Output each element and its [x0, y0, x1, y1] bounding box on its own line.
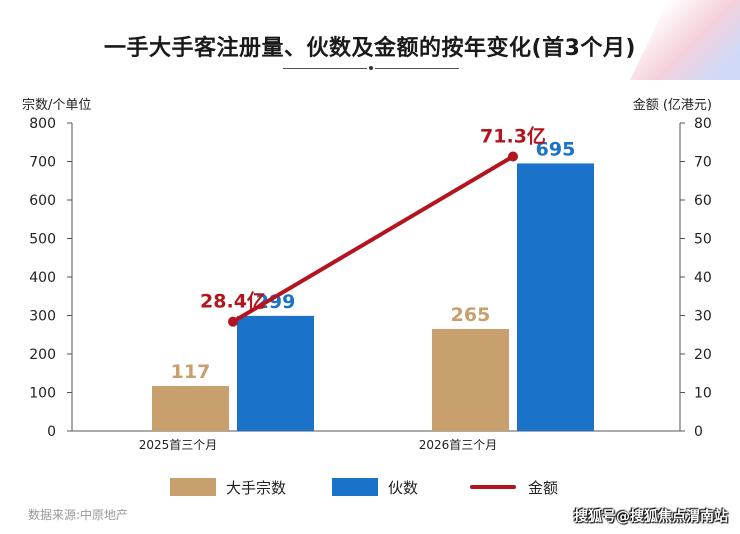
x-tick-label: 2026首三个月	[419, 438, 498, 452]
y-left-tick-label: 600	[29, 193, 56, 209]
bar-count	[152, 385, 229, 431]
bar-value-label: 299	[256, 291, 296, 313]
bar-value-label: 695	[536, 138, 576, 160]
title-divider-dot	[369, 66, 373, 70]
y-right-tick-label: 0	[694, 424, 703, 440]
bar-units	[517, 163, 594, 432]
legend-label-amount: 金额	[528, 478, 559, 497]
legend-item-amount: 金额	[470, 476, 558, 498]
y-right-tick-label: 70	[694, 155, 712, 171]
y-right-tick-label: 20	[694, 347, 712, 363]
y-right-tick-label: 50	[694, 232, 712, 248]
y-left-tick-label: 700	[29, 155, 56, 171]
legend-item-units: 伙数	[332, 476, 418, 498]
legend-item-count: 大手宗数	[170, 476, 286, 498]
amount-value-label: 71.3亿	[480, 124, 546, 147]
y-right-tick-label: 60	[694, 193, 712, 209]
data-source: 数据来源:中原地产	[28, 508, 129, 522]
title-divider-left	[283, 68, 367, 69]
y-left-tick-label: 300	[29, 309, 56, 325]
y-right-tick-label: 80	[694, 116, 712, 132]
y-right-tick-label: 10	[694, 386, 712, 402]
legend-label-count: 大手宗数	[226, 478, 287, 497]
legend-swatch-count	[170, 478, 216, 496]
y-right-tick-label: 40	[694, 270, 712, 286]
chart-title: 一手大手客注册量、伙数及金额的按年变化(首3个月)	[104, 36, 636, 61]
y-left-tick-label: 200	[29, 347, 56, 363]
amount-line	[231, 154, 515, 324]
legend-label-units: 伙数	[388, 478, 419, 497]
bar-value-label: 117	[171, 361, 211, 383]
y-left-tick-label: 0	[47, 424, 56, 440]
legend-swatch-units	[332, 478, 378, 496]
y-left-tick-label: 500	[29, 232, 56, 248]
watermark: 搜狐号@搜狐焦点渭南站	[574, 509, 728, 525]
y-axis-left-label: 宗数/个单位	[22, 98, 92, 113]
y-axis-right-label: 金额 (亿港元)	[632, 98, 712, 113]
bar-units	[237, 315, 314, 431]
y-left-tick-label: 400	[29, 270, 56, 286]
bar-value-label: 265	[451, 304, 491, 326]
legend-swatch-amount	[470, 485, 516, 489]
y-left-tick-label: 100	[29, 386, 56, 402]
y-left-tick-label: 800	[29, 116, 56, 132]
bar-count	[432, 328, 509, 431]
amount-point	[228, 316, 238, 327]
amount-point	[508, 151, 518, 162]
y-right-tick-label: 30	[694, 309, 712, 325]
amount-value-label: 28.4亿	[200, 290, 266, 313]
title-divider-right	[375, 68, 459, 69]
x-tick-label: 2025首三个月	[139, 438, 218, 452]
